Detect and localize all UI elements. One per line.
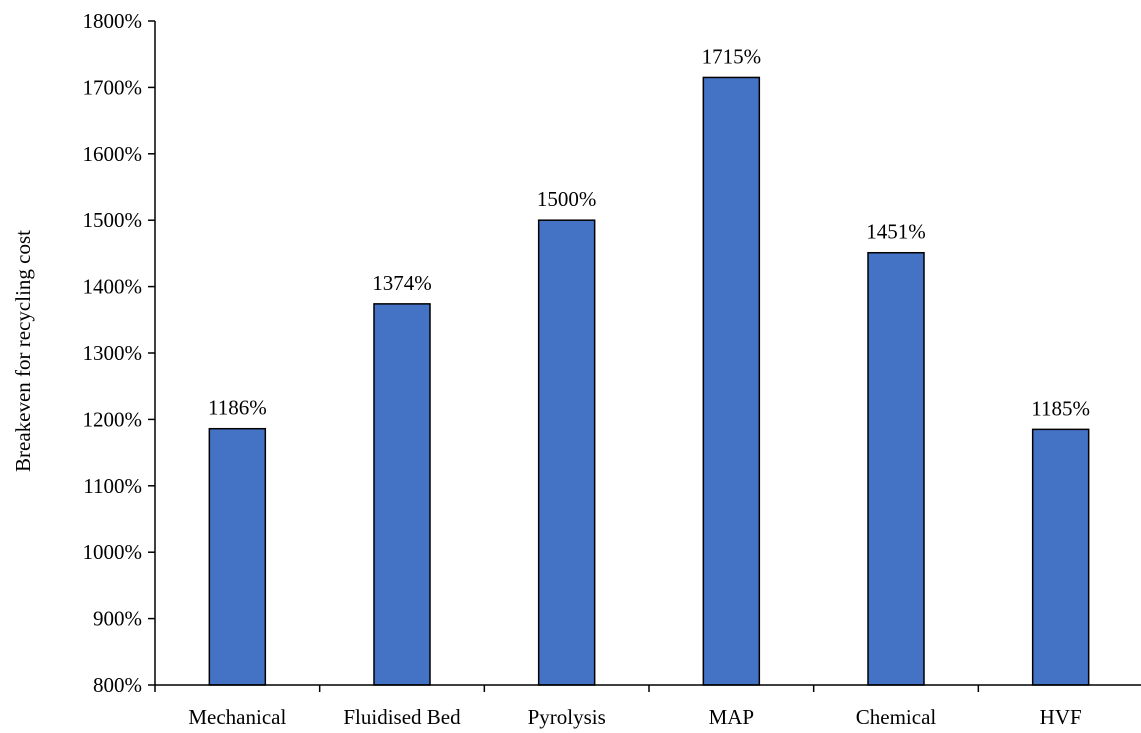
y-tick-label: 900% — [93, 607, 142, 631]
bar-fluidised-bed — [373, 303, 431, 686]
bars-group — [208, 76, 1090, 686]
bar-map — [702, 76, 761, 686]
y-tick-label: 1100% — [83, 474, 142, 498]
y-tick-label: 1700% — [83, 75, 143, 99]
bar-chemical — [867, 251, 925, 686]
data-label: 1500% — [537, 187, 597, 211]
x-category-label: Mechanical — [188, 705, 286, 729]
bar-hvf — [1031, 428, 1090, 686]
data-label: 1186% — [208, 396, 267, 420]
y-tick-label: 1500% — [83, 208, 143, 232]
y-tick-label: 1400% — [83, 275, 143, 299]
data-labels-group: 1186% 1374% 1500% 1715% 1451% 1185% — [208, 44, 1090, 420]
y-ticks-group: 800% 900% 1000% 1100% 1200% 1300% 1400% 1500% 16… — [83, 9, 155, 697]
bar-mechanical — [208, 427, 267, 686]
x-category-label: Fluidised Bed — [343, 705, 461, 729]
y-tick-label: 800% — [93, 673, 142, 697]
x-category-label: Chemical — [856, 705, 937, 729]
x-category-label: Pyrolysis — [528, 705, 606, 729]
data-label: 1374% — [372, 271, 432, 295]
y-tick-label: 1300% — [83, 341, 143, 365]
y-tick-label: 1000% — [83, 540, 143, 564]
data-label: 1185% — [1031, 396, 1090, 420]
category-labels-group: Mechanical Fluidised Bed Pyrolysis MAP Chemi… — [188, 705, 1081, 729]
data-label: 1715% — [702, 44, 762, 68]
x-ticks-group — [154, 685, 980, 692]
y-tick-label: 1600% — [83, 142, 143, 166]
axes-group — [154, 21, 1141, 686]
x-category-label: MAP — [709, 705, 755, 729]
y-axis-title: Breakeven for recycling cost — [11, 230, 35, 472]
data-label: 1451% — [866, 220, 926, 244]
y-tick-label: 1200% — [83, 407, 143, 431]
bar-pyrolysis — [537, 219, 596, 686]
x-category-label: HVF — [1040, 705, 1082, 729]
y-tick-label: 1800% — [83, 9, 143, 33]
